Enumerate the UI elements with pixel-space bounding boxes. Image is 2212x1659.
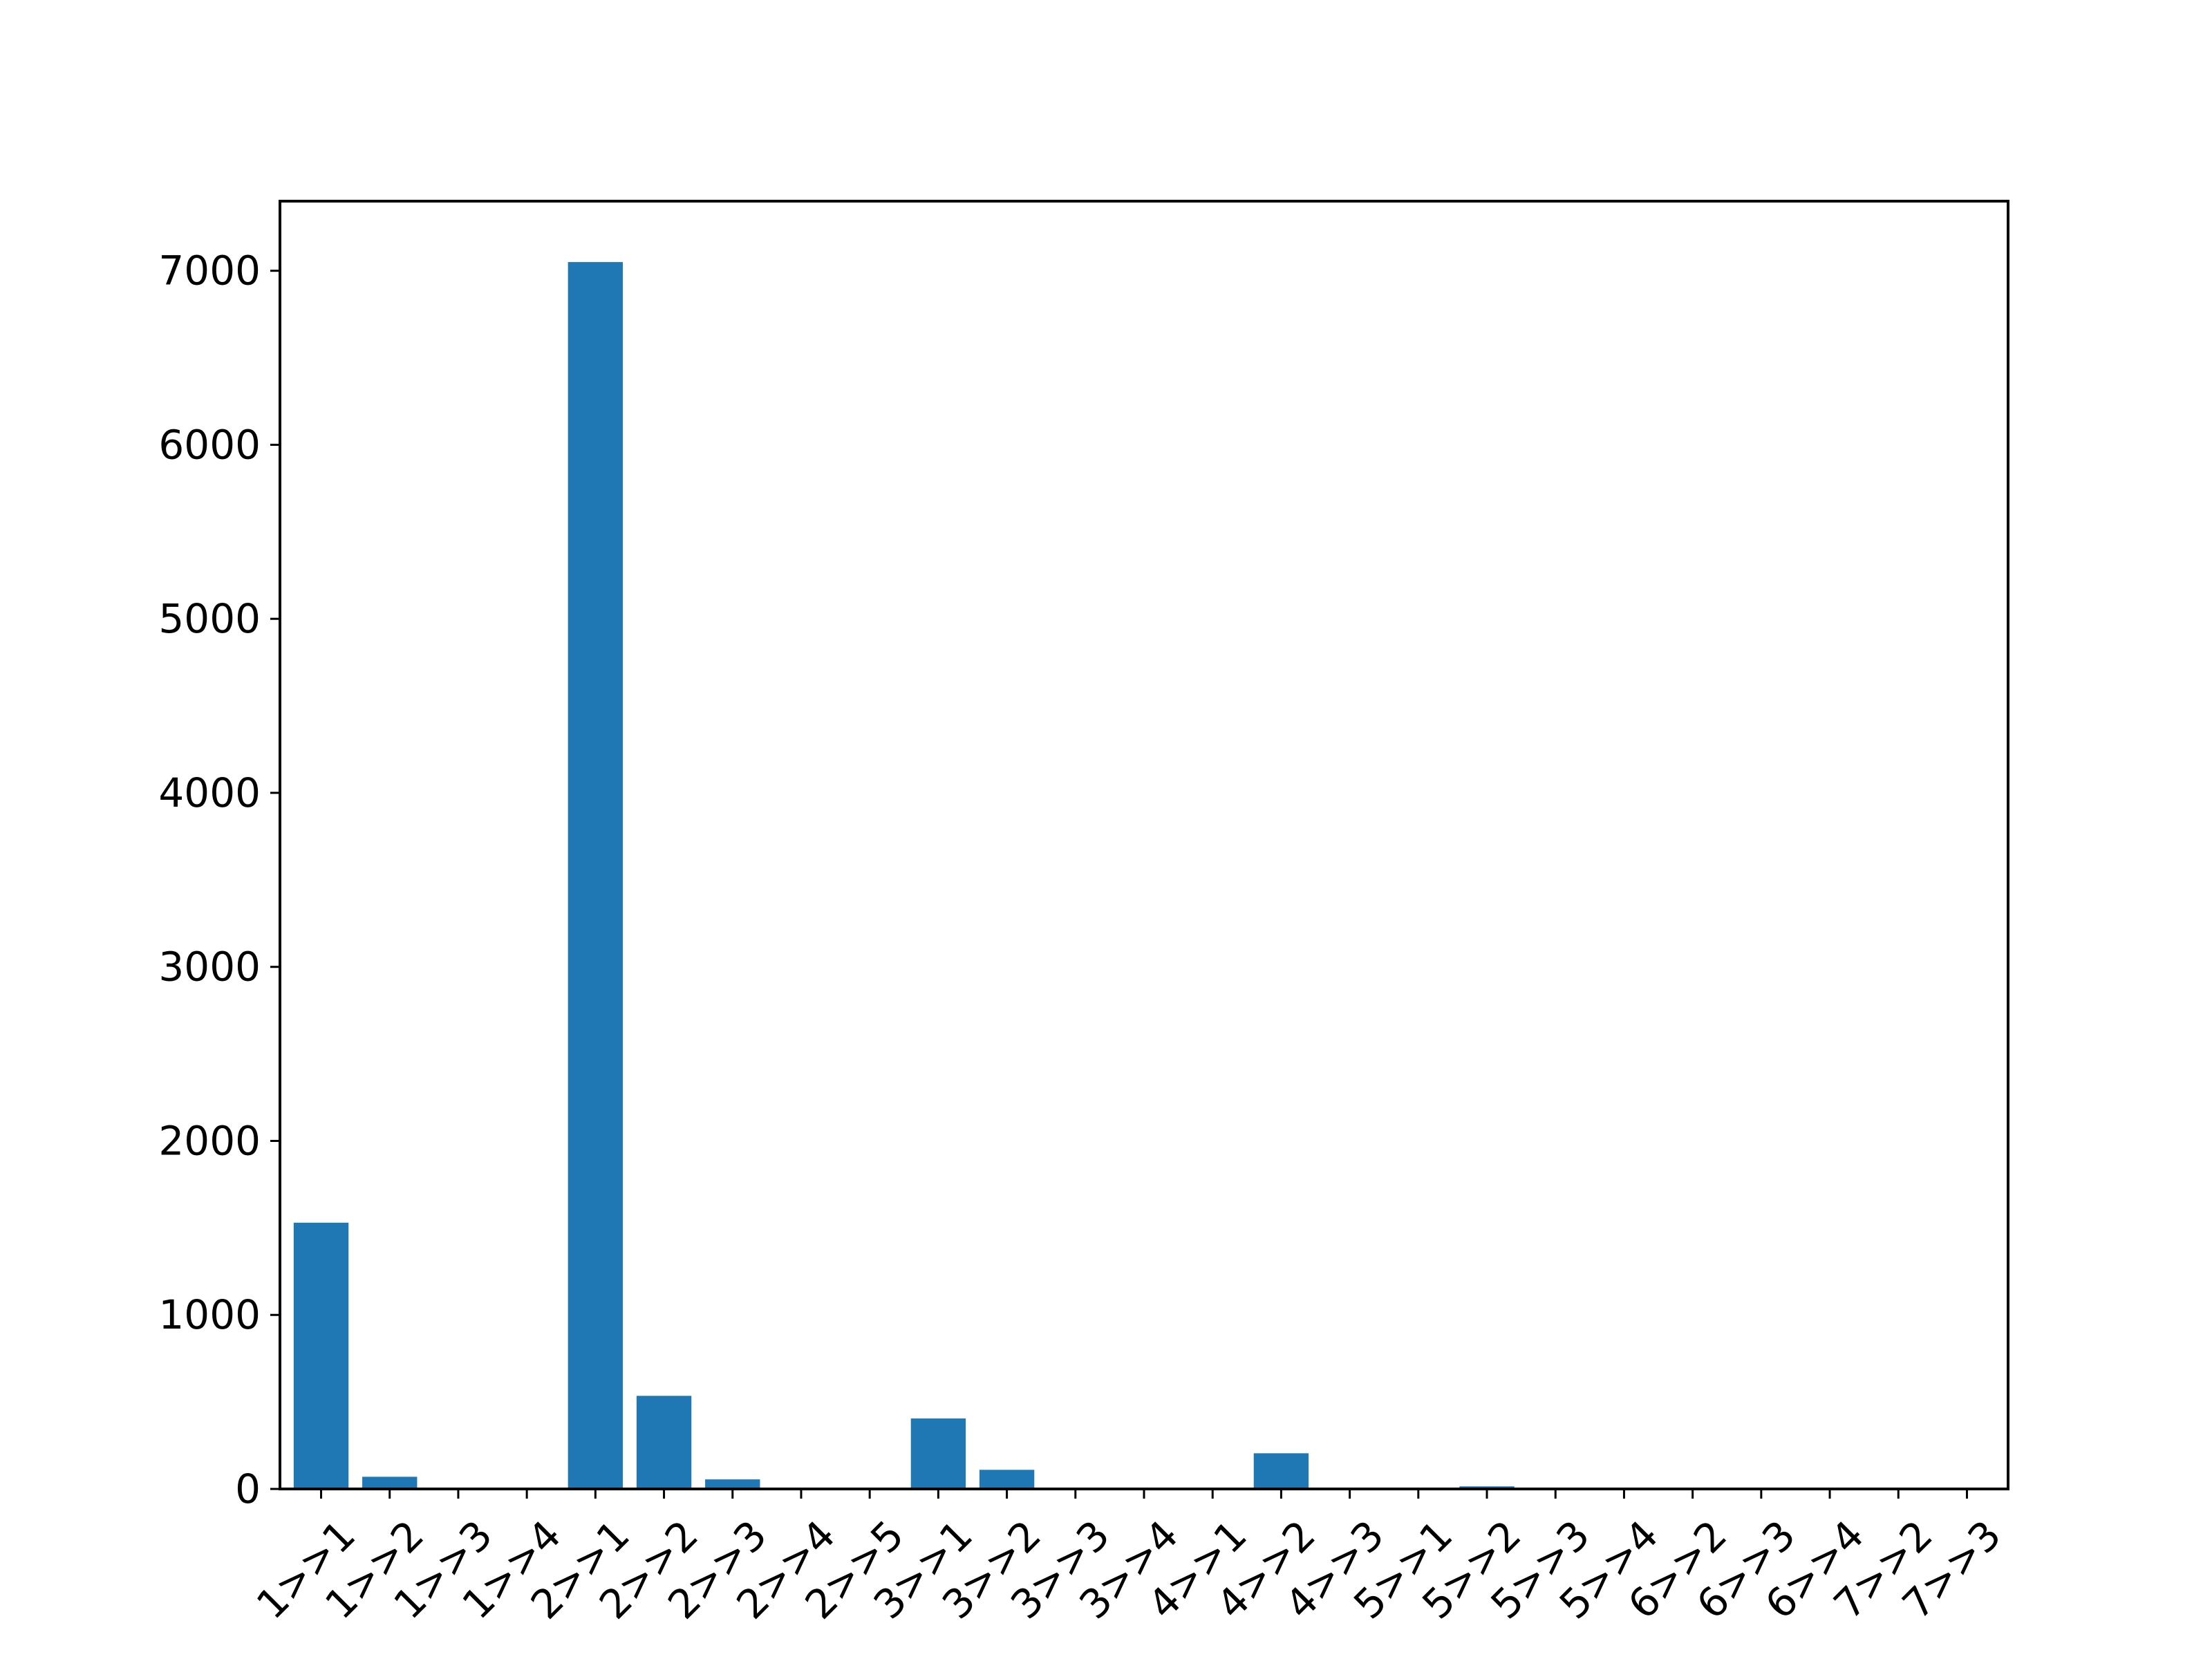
y-tick-label: 0 [235,1465,261,1512]
bar-1gtgt2 [362,1477,418,1489]
y-tick-label: 2000 [158,1117,261,1164]
y-tick-label: 6000 [158,421,261,468]
bar-4gtgt2 [1253,1453,1309,1489]
bar-2gtgt2 [636,1396,692,1489]
bar-3gtgt1 [910,1418,966,1489]
plot-area-frame [279,200,2009,1490]
bar-1gtgt1 [293,1222,349,1489]
y-tick-label: 5000 [158,595,261,642]
y-tick-label: 4000 [158,769,261,816]
y-axis: 0 1000 2000 3000 4000 5000 6000 7000 [158,247,280,1512]
bars-layer [293,262,1995,1489]
y-tick-label: 7000 [158,247,261,294]
bar-2gtgt1 [568,262,624,1489]
y-tick-label: 3000 [158,944,261,991]
y-tick-label: 1000 [158,1291,261,1338]
bar-2gtgt3 [705,1479,760,1489]
x-axis: 1>>11>>21>>31>>42>>12>>22>>32>>42>>53>>1… [247,1489,2010,1628]
bar-3gtgt2 [979,1470,1035,1489]
